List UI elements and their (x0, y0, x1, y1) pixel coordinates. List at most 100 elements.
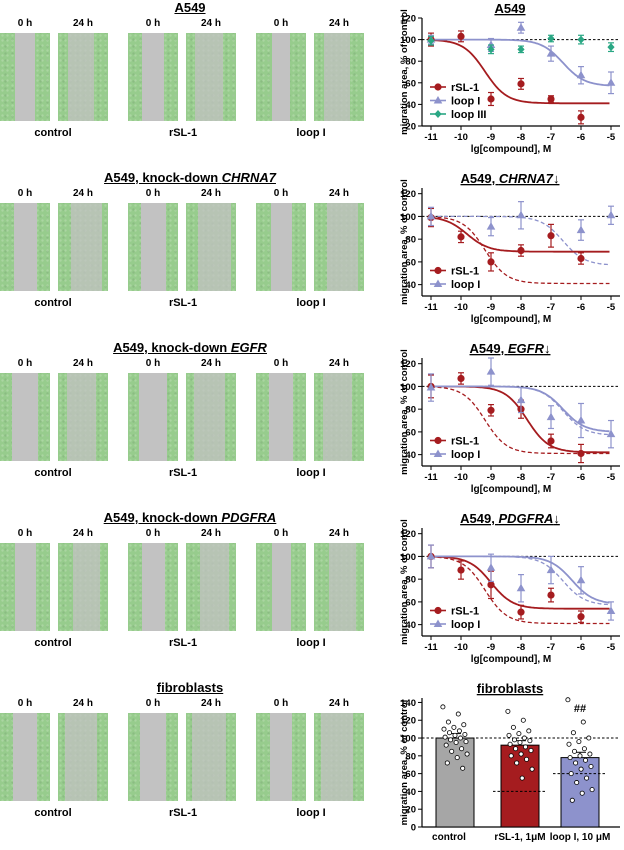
scratch-image (0, 203, 50, 291)
scratch-image (186, 33, 236, 121)
data-point (547, 591, 555, 599)
time-label-0h: 0 h (273, 188, 289, 199)
row-title: fibroblasts (0, 680, 380, 695)
y-axis-label: migration area, % of control (399, 9, 410, 135)
y-tick-label: 60 (405, 427, 416, 438)
scratch-image (314, 543, 364, 631)
data-point (517, 246, 525, 255)
chart-title-text: A549, (461, 171, 499, 186)
bar (560, 757, 600, 828)
wound-gap (139, 373, 167, 461)
y-tick-label: 60 (405, 597, 416, 608)
x-tick-label: -11 (424, 472, 438, 483)
scratch-image (314, 373, 364, 461)
data-point (547, 95, 555, 103)
group-label: loop I (296, 127, 326, 139)
scratch-image (128, 373, 178, 461)
scratch-image (128, 203, 178, 291)
group-label: control (34, 127, 72, 139)
chart-title-text: fibroblasts (477, 681, 543, 696)
chart-title-gene: EGFR (508, 341, 545, 356)
data-point (576, 70, 586, 79)
chart-title: A549, EGFR↓ (470, 341, 551, 356)
time-label-0h: 0 h (17, 18, 33, 29)
data-point (451, 724, 457, 730)
data-point (486, 367, 496, 375)
time-label-0h: 0 h (145, 188, 161, 199)
data-point (445, 719, 451, 725)
y-axis-label: migration area, % of control (399, 349, 410, 475)
group-label: rSL-1 (168, 807, 198, 819)
data-point (577, 753, 583, 759)
data-point (443, 742, 449, 748)
row-title-text: A549, knock-down (103, 510, 222, 525)
fit-curve (430, 39, 610, 105)
y-axis-label: migration area, % of control (399, 519, 410, 645)
data-point (577, 449, 585, 458)
data-point (606, 606, 616, 614)
reference-fit-curve (431, 386, 610, 455)
time-label-0h: 0 h (145, 358, 161, 369)
scratch-image (186, 543, 236, 631)
data-point (434, 436, 442, 445)
time-label-24h: 24 h (200, 528, 221, 539)
y-tick-label: 80 (405, 575, 416, 586)
wound-gap (140, 713, 166, 801)
y-tick-label: 120 (400, 716, 416, 727)
legend-label: loop III (451, 109, 486, 121)
fit-curve (431, 385, 610, 433)
reference-fit-curve (431, 215, 610, 266)
time-label-0h: 0 h (273, 358, 289, 369)
time-label-0h: 0 h (17, 188, 33, 199)
group-label: rSL-1 (168, 637, 198, 649)
legend-label: rSL-1 (451, 436, 479, 448)
y-tick-label: 40 (405, 787, 416, 798)
scratch-image (0, 543, 50, 631)
scratch-image (256, 33, 306, 121)
data-point (576, 739, 582, 745)
wound-gap (141, 543, 165, 631)
data-point (576, 575, 586, 584)
y-tick-label: 20 (405, 805, 416, 816)
data-point (572, 748, 578, 754)
group-label: control (34, 297, 72, 309)
data-point (581, 746, 587, 752)
data-point (569, 797, 575, 803)
scratch-image (58, 543, 108, 631)
row-title: A549, knock-down PDGFRA (0, 510, 380, 525)
wound-gap (14, 543, 36, 631)
y-tick-label: 100 (400, 212, 416, 223)
data-point (576, 416, 586, 424)
data-point (517, 80, 525, 88)
time-label-24h: 24 h (72, 528, 93, 539)
x-tick-label: -5 (607, 132, 616, 143)
data-point (583, 757, 589, 763)
scratch-image (0, 713, 50, 801)
time-label-24h: 24 h (72, 188, 93, 199)
scratch-image (314, 713, 364, 801)
data-point (546, 565, 556, 574)
data-point (527, 738, 533, 744)
data-point (455, 711, 461, 717)
data-point (433, 449, 443, 457)
row-title-gene: EGFR (230, 340, 267, 355)
x-axis-label: lg[compound], M (471, 484, 552, 495)
data-point (519, 775, 525, 781)
data-point (547, 437, 555, 445)
data-point (576, 225, 586, 234)
scratch-image (58, 373, 108, 461)
data-point (577, 35, 585, 44)
x-tick-label: -9 (487, 132, 495, 143)
data-point (440, 704, 446, 710)
row-title: A549, knock-down EGFR (0, 340, 380, 355)
category-label: control (432, 832, 466, 843)
y-tick-label: 100 (400, 382, 416, 393)
data-point (565, 697, 571, 703)
data-point (487, 258, 495, 266)
scratch-image (0, 373, 50, 461)
time-label-0h: 0 h (145, 528, 161, 539)
x-tick-label: -10 (454, 132, 468, 143)
data-point (427, 552, 435, 561)
data-point (427, 213, 435, 222)
